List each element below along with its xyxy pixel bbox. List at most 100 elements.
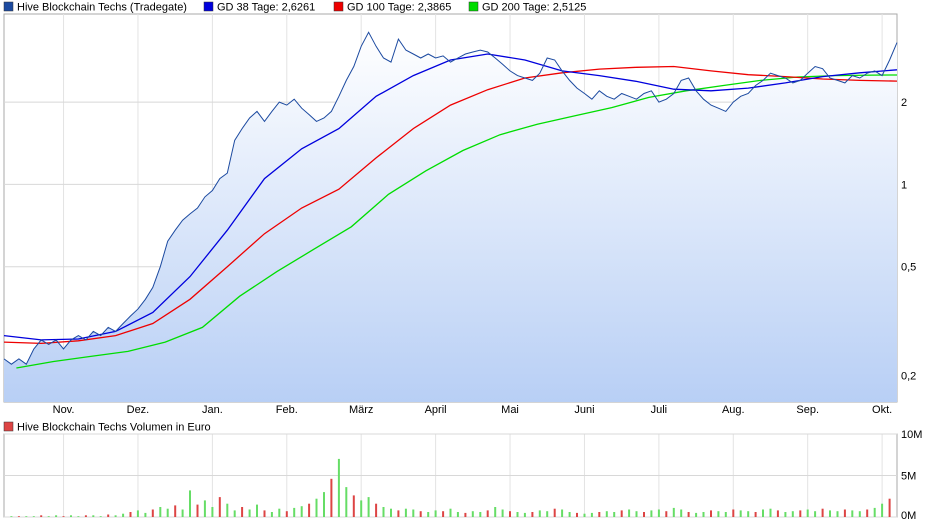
month-tick-label: Aug.	[722, 404, 745, 416]
volume-bar	[769, 508, 772, 517]
volume-bar	[657, 509, 660, 517]
volume-bar	[129, 512, 132, 517]
series-line-price	[3, 31, 898, 365]
volume-bar	[747, 511, 750, 517]
volume-bar	[47, 516, 50, 517]
volume-bar	[680, 509, 683, 517]
volume-bar	[375, 503, 378, 517]
volume-bar	[300, 506, 303, 517]
volume-bar	[107, 514, 110, 517]
volume-bar	[55, 515, 58, 517]
volume-bar	[92, 515, 95, 517]
volume-bar	[814, 511, 817, 517]
volume-y-tick-label: 10M	[901, 429, 922, 441]
volume-bar	[776, 510, 779, 517]
volume-bar	[650, 510, 653, 517]
volume-bar	[732, 509, 735, 517]
volume-bar	[345, 487, 348, 517]
volume-bar	[866, 509, 869, 517]
volume-bar	[568, 512, 571, 517]
volume-bar	[256, 504, 258, 517]
volume-bar	[784, 512, 787, 517]
volume-bar	[806, 509, 809, 517]
volume-legend-swatch	[3, 421, 14, 432]
volume-bar	[873, 507, 876, 517]
volume-bar	[456, 512, 459, 517]
volume-bar	[285, 511, 288, 517]
month-tick-label: Nov.	[53, 404, 75, 416]
volume-bar	[501, 509, 504, 517]
price-area	[4, 32, 897, 403]
volume-bar	[40, 515, 43, 517]
series-line-gd100	[3, 65, 898, 345]
volume-bar	[181, 509, 184, 517]
volume-bar	[203, 500, 206, 517]
volume-bar	[293, 507, 296, 517]
volume-y-tick-label: 5M	[901, 471, 916, 483]
volume-bar	[151, 509, 154, 517]
volume-bar	[196, 504, 199, 517]
volume-bar	[84, 515, 87, 517]
price-panel: Nov. Dez. Jan. Feb. März April Mai Juni Juli Aug.…	[3, 1, 916, 416]
volume-bar	[32, 516, 35, 517]
volume-bar	[77, 516, 80, 517]
volume-bar	[464, 512, 467, 517]
volume-bar	[538, 510, 541, 517]
volume-bar	[523, 512, 526, 517]
y-tick-label: 0,2	[901, 371, 916, 383]
volume-bar	[471, 511, 474, 517]
legend-swatch	[3, 1, 14, 12]
volume-bar	[516, 512, 519, 517]
volume-bar	[576, 512, 578, 517]
volume-bar	[382, 507, 385, 517]
y-tick-label: 2	[901, 97, 907, 109]
volume-bar	[241, 507, 244, 517]
volume-bar	[17, 516, 20, 517]
volume-bar	[99, 516, 102, 517]
volume-bar	[486, 510, 489, 517]
month-tick-label: Juni	[574, 404, 594, 416]
volume-bar	[546, 511, 549, 517]
series-line-gd200	[16, 74, 898, 369]
month-tick-label: Mai	[501, 404, 519, 416]
volume-bar	[739, 510, 742, 517]
volume-bar	[427, 512, 430, 517]
volume-bar	[583, 513, 586, 517]
volume-y-tick-label: 0M	[901, 510, 916, 522]
volume-bar	[233, 510, 236, 517]
volume-bar	[665, 511, 668, 517]
volume-bar	[561, 509, 564, 517]
volume-bar	[360, 500, 363, 517]
volume-bar	[836, 511, 839, 517]
month-tick-label: Jan.	[202, 404, 223, 416]
y-tick-label: 1	[901, 179, 907, 191]
volume-bar	[643, 512, 645, 517]
volume-bar	[419, 511, 422, 517]
volume-bar	[702, 512, 705, 517]
volume-bar	[553, 508, 556, 517]
volume-bar	[308, 503, 311, 517]
volume-bar	[442, 511, 445, 517]
legend-label: Hive Blockchain Techs (Tradegate)	[17, 2, 187, 14]
volume-legend-label: Hive Blockchain Techs Volumen in Euro	[17, 422, 211, 434]
volume-bar	[628, 509, 631, 517]
volume-bar	[136, 510, 139, 517]
volume-bar	[791, 511, 794, 517]
volume-bar	[821, 508, 824, 517]
volume-bar	[851, 510, 854, 517]
volume-bar	[25, 516, 28, 517]
volume-bar	[278, 508, 281, 517]
volume-bar	[367, 497, 370, 517]
month-tick-label: Sep.	[796, 404, 819, 416]
volume-bar	[479, 512, 482, 517]
volume-bar	[754, 512, 757, 517]
volume-bar	[710, 510, 712, 517]
volume-bar	[122, 513, 125, 517]
volume-bar	[724, 512, 727, 517]
volume-bar	[218, 497, 221, 517]
volume-bar	[762, 509, 764, 517]
month-tick-label: Dez.	[127, 404, 150, 416]
volume-bar	[843, 509, 846, 517]
volume-bar	[62, 516, 65, 517]
